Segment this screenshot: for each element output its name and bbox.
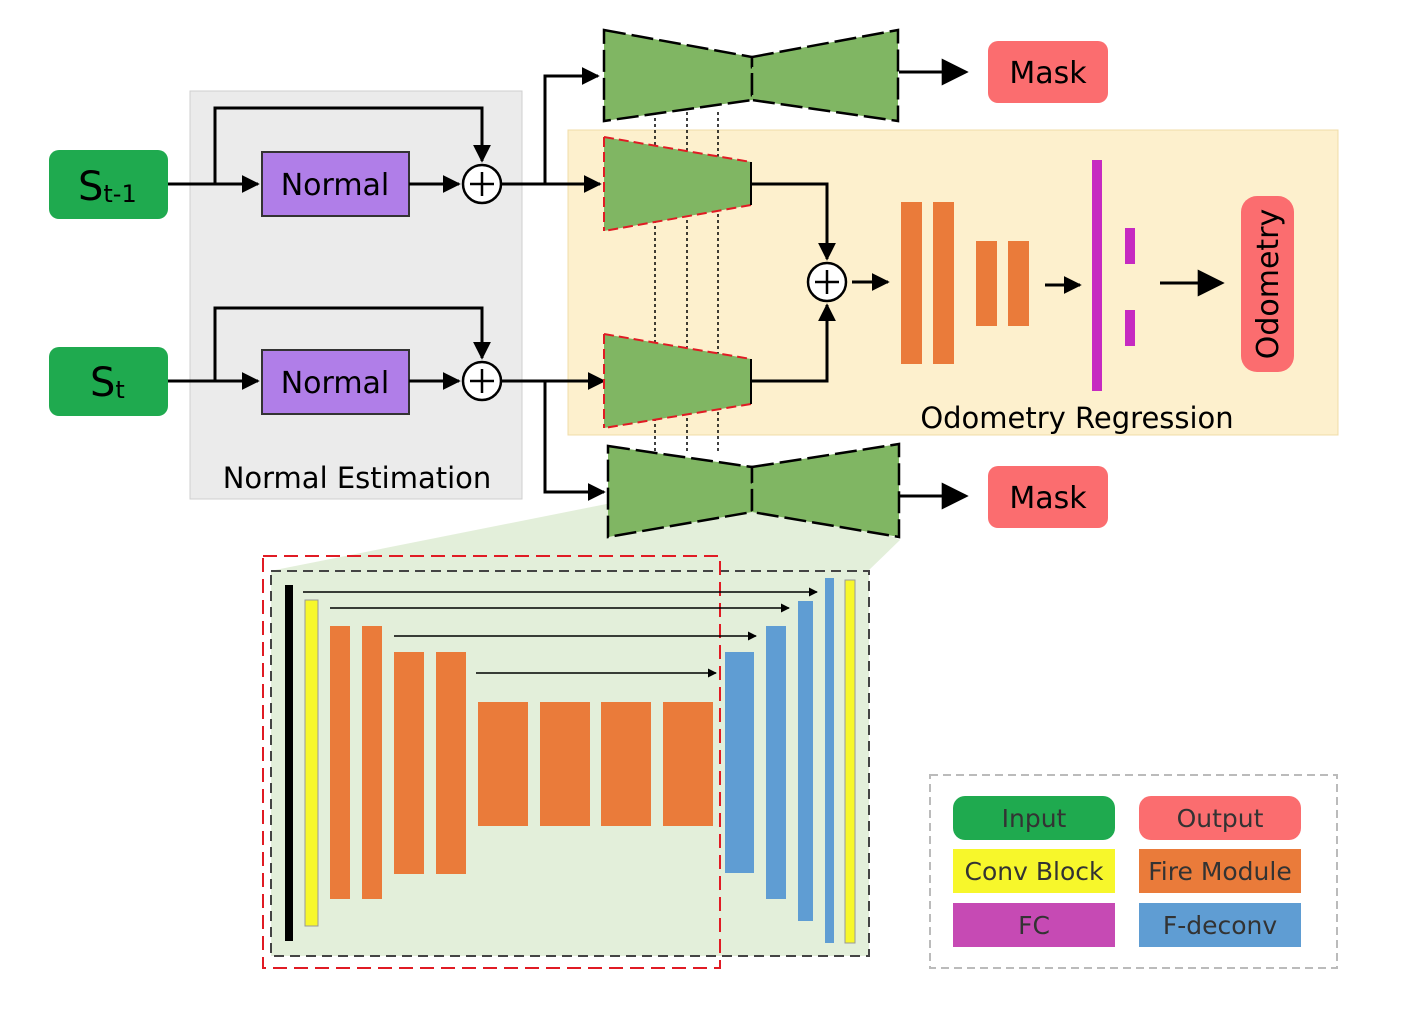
mask-label: Mask xyxy=(1009,56,1087,91)
legend-label: F-deconv xyxy=(1163,911,1278,940)
legend-item: F-deconv xyxy=(1139,903,1301,947)
connectors xyxy=(168,58,1225,510)
legend-label: Conv Block xyxy=(965,857,1104,886)
legend-label: Output xyxy=(1177,804,1264,833)
deconv-layers xyxy=(725,578,834,943)
input-sub-text: t-1 xyxy=(103,180,136,208)
legend-swatch xyxy=(1139,796,1301,840)
legend-swatch xyxy=(1139,849,1301,893)
input-main-text: S xyxy=(78,164,103,210)
svg-text:St-1: St-1 xyxy=(78,164,137,210)
legend-label: Input xyxy=(1002,804,1067,833)
mask-label: Mask xyxy=(1009,481,1087,516)
normal-label: Normal xyxy=(281,366,390,401)
legend-label: FC xyxy=(1018,911,1050,940)
mask-network-bottom xyxy=(606,442,901,539)
odometry-label: Odometry xyxy=(1251,209,1286,360)
legend-item: Input xyxy=(953,796,1115,840)
legend-swatch xyxy=(953,796,1115,840)
skip-connections xyxy=(303,587,818,678)
plus-circle-bottom xyxy=(461,360,503,402)
input-sub-text: t xyxy=(115,376,124,404)
plus-circle-top xyxy=(461,163,503,205)
conv-block-decoder xyxy=(844,579,856,944)
legend: Input Output Conv Block Fire Module FC F-deco… xyxy=(929,774,1338,969)
normal-block-bottom: Normal xyxy=(261,349,410,415)
encoder-top xyxy=(603,136,752,232)
normal-block-top: Normal xyxy=(261,151,410,217)
legend-swatch xyxy=(953,849,1115,893)
input-st: St xyxy=(49,347,168,416)
odometry-regression-caption: Odometry Regression xyxy=(920,401,1233,435)
input-layer-bar xyxy=(285,585,293,941)
normal-label: Normal xyxy=(281,168,390,203)
mask-output-top: Mask xyxy=(988,41,1108,103)
legend-item: Fire Module xyxy=(1139,849,1301,893)
fire-modules-detail xyxy=(330,626,713,899)
odometry-output: Odometry xyxy=(1241,196,1294,372)
legend-swatch xyxy=(953,903,1115,947)
fire-modules-odometry xyxy=(901,202,1029,364)
mask-output-bottom: Mask xyxy=(988,466,1108,528)
legend-item: FC xyxy=(953,903,1115,947)
input-st-1: St-1 xyxy=(49,150,168,219)
mask-network-top xyxy=(602,28,900,123)
normal-estimation-caption: Normal Estimation xyxy=(223,461,492,495)
encoder-highlight xyxy=(262,555,721,969)
fc-layers xyxy=(1092,160,1135,391)
input-main-text: S xyxy=(90,360,115,406)
svg-text:St: St xyxy=(90,360,125,406)
encoder-bottom xyxy=(603,333,752,429)
legend-label: Fire Module xyxy=(1148,857,1291,886)
plus-circle-merge xyxy=(806,261,848,303)
legend-swatch xyxy=(1139,903,1301,947)
legend-item: Output xyxy=(1139,796,1301,840)
detail-network xyxy=(285,578,856,944)
legend-item: Conv Block xyxy=(953,849,1115,893)
conv-block-encoder xyxy=(304,599,319,927)
